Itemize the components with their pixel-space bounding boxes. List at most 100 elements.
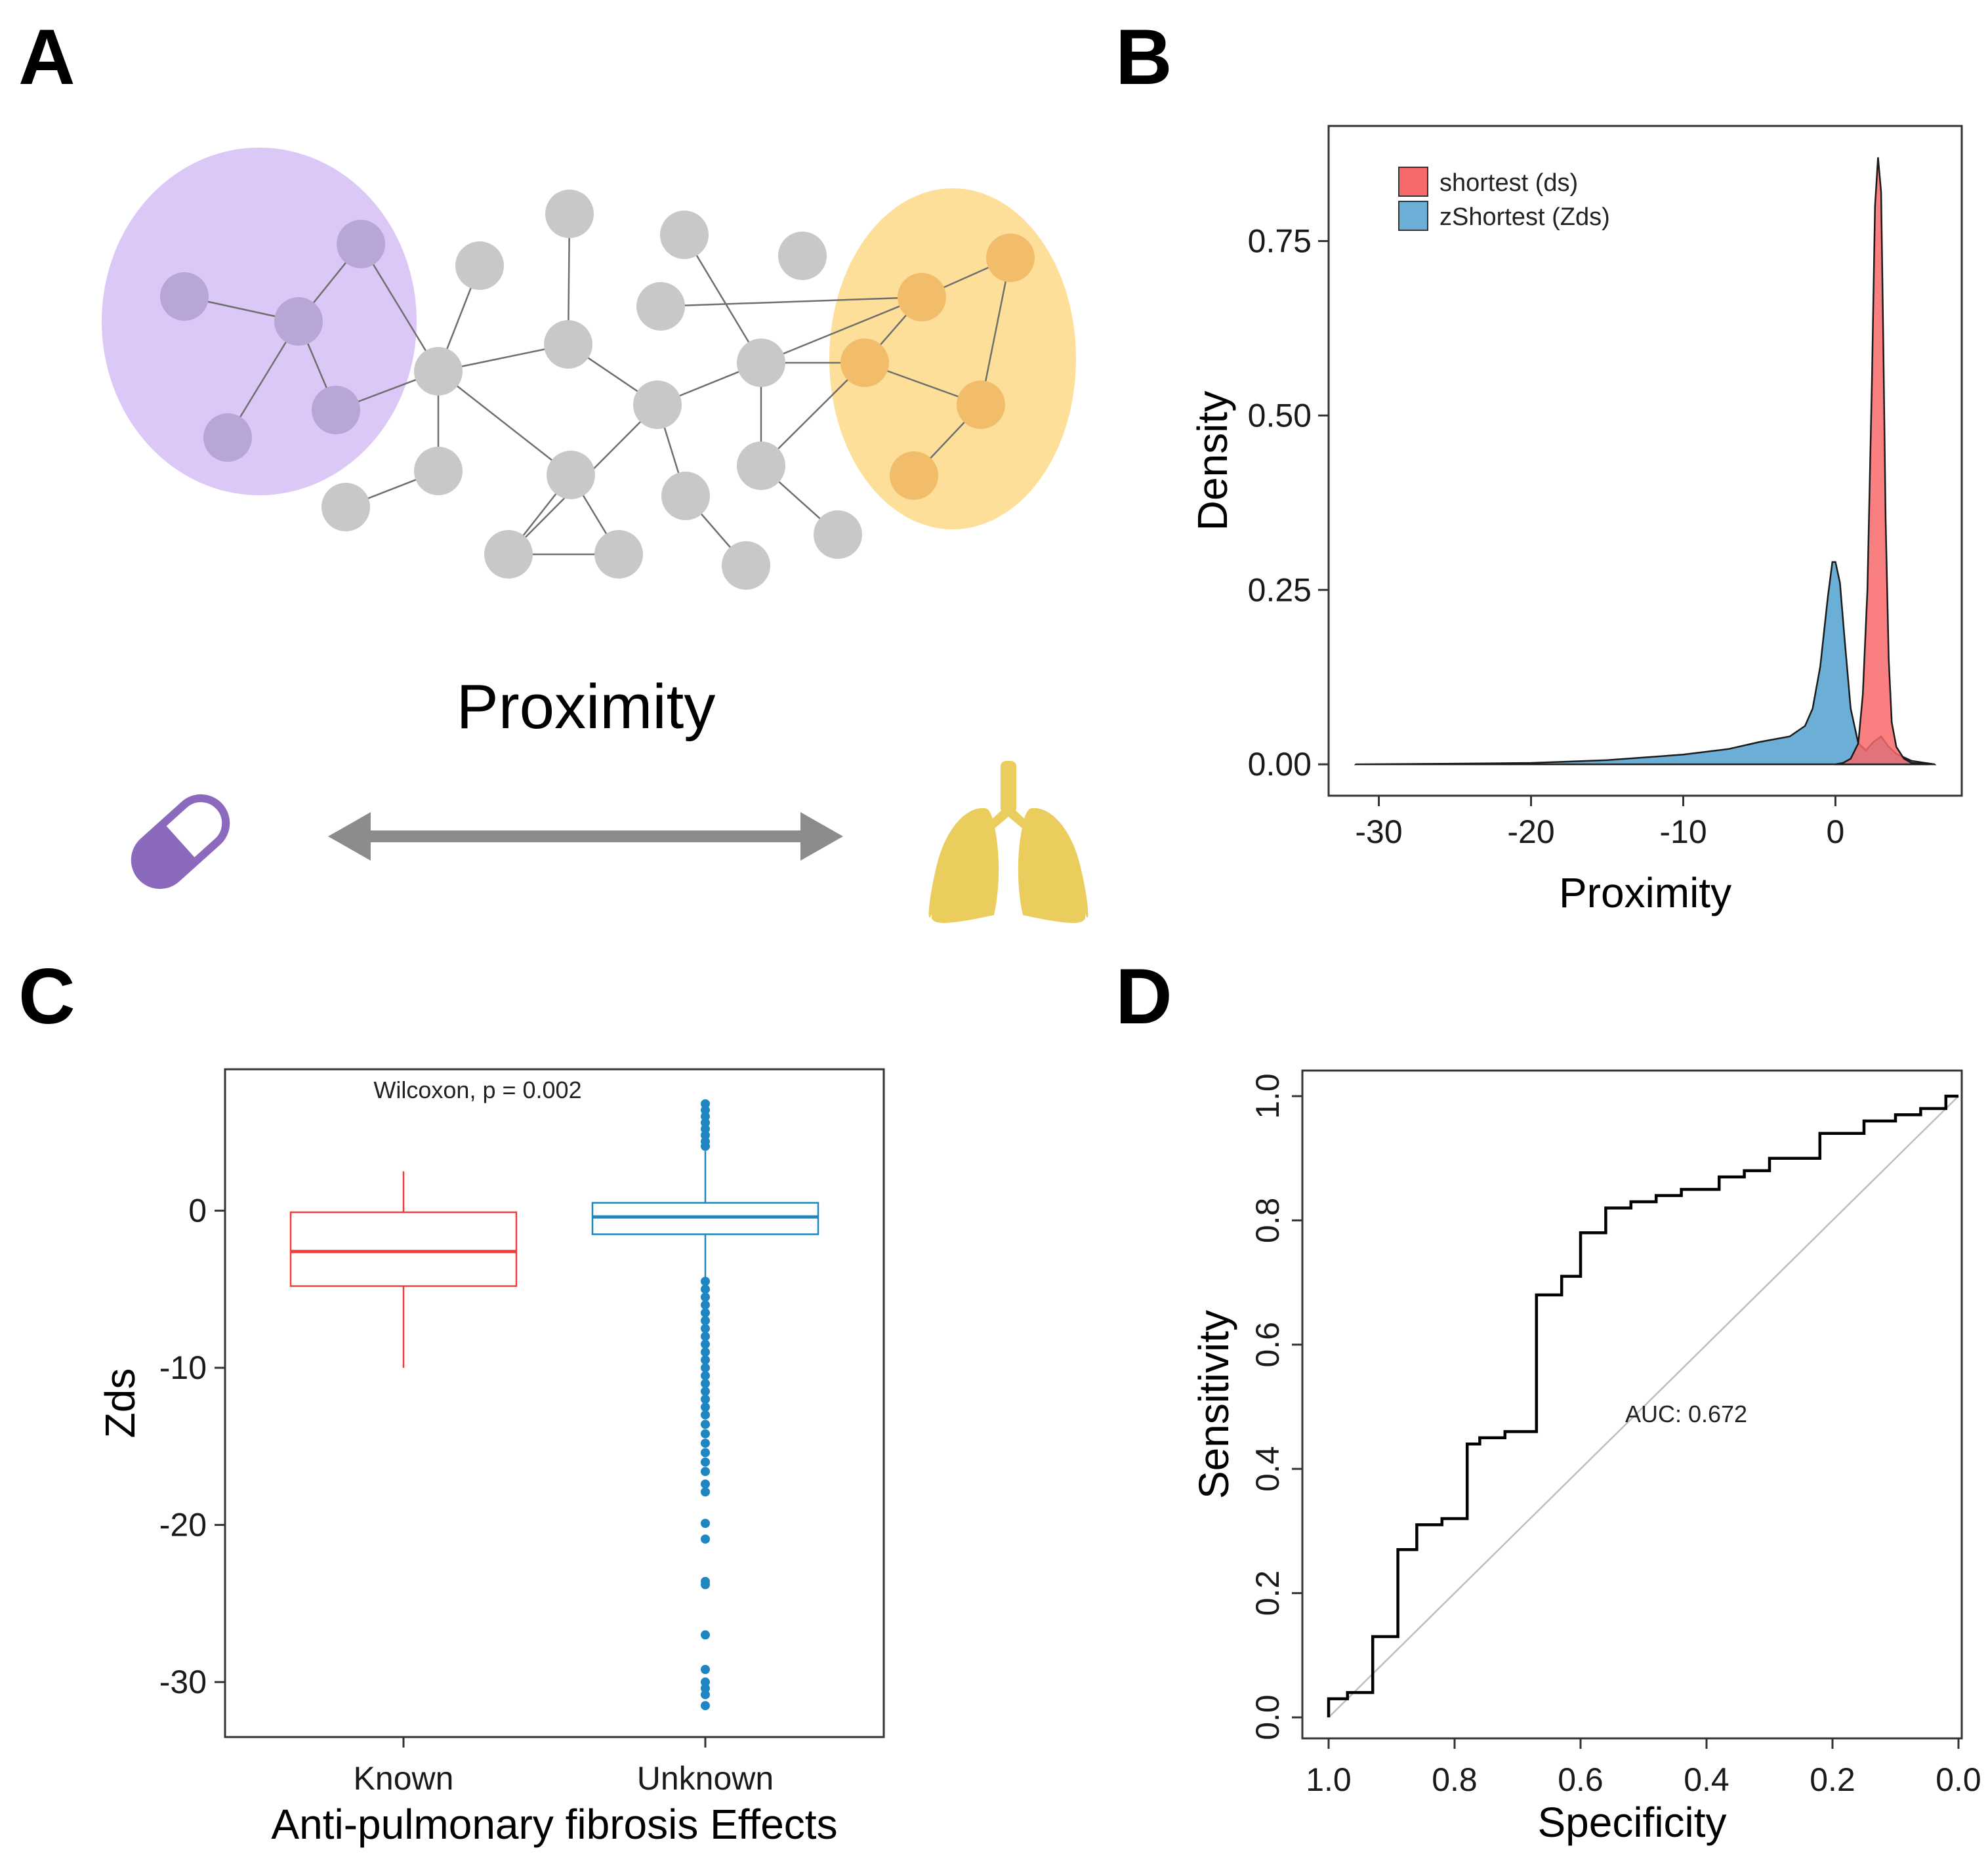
- panel-d: D 0.0 0.2 0.4 0.6 0.8 1.0 1.0 0.8 0.6 0.4 0.2 0.0 Sp…: [1115, 952, 1981, 1846]
- outlier-point: [701, 1630, 710, 1640]
- proximity-title: Proximity: [457, 672, 716, 742]
- outlier-point: [701, 1371, 710, 1381]
- outlier-point: [701, 1363, 710, 1373]
- network-edge: [438, 371, 571, 476]
- network-node: [737, 441, 785, 490]
- network-node: [636, 282, 685, 331]
- outlier-point: [701, 1141, 710, 1151]
- y-tick-label: 0.6: [1249, 1322, 1286, 1368]
- outlier-point: [701, 1701, 710, 1711]
- boxplot-chart: 0 -10 -20 -30 Known Unknown Anti-pulmonary fib…: [96, 1068, 885, 1848]
- outlier-point: [701, 1284, 710, 1294]
- panel-b-letter: B: [1115, 13, 1172, 101]
- panel-c: C 0 -10 -20 -30 Known Unknown Anti-pulmonary f…: [18, 952, 885, 1848]
- network-edge: [760, 362, 865, 466]
- outlier-point: [701, 1580, 710, 1589]
- x-tick-label: -20: [1507, 813, 1554, 850]
- roc-curve: [1327, 1094, 1958, 1717]
- outlier-point: [701, 1410, 710, 1420]
- network-node: [484, 530, 533, 579]
- x-tick-label: 0.8: [1432, 1761, 1478, 1798]
- outlier-point: [701, 1099, 710, 1109]
- outlier-point: [701, 1118, 710, 1128]
- y-tick-label: 0.25: [1248, 571, 1312, 608]
- y-axis-label: Zds: [96, 1368, 144, 1439]
- network-node: [203, 413, 252, 462]
- outlier-point: [701, 1677, 710, 1687]
- y-tick-label: 0: [188, 1193, 207, 1229]
- y-tick-label: -10: [159, 1349, 207, 1386]
- network-node: [594, 530, 643, 579]
- outlier-point: [701, 1292, 710, 1302]
- y-tick-label: 0.50: [1248, 397, 1312, 434]
- network-node: [737, 338, 785, 387]
- panel-c-letter: C: [18, 952, 75, 1040]
- network-node: [633, 380, 682, 429]
- x-tick-label: 0: [1827, 813, 1845, 850]
- x-tick-label: Unknown: [637, 1760, 774, 1797]
- x-tick-label: 0.2: [1810, 1761, 1855, 1798]
- outlier-point: [701, 1448, 710, 1458]
- x-tick-label: -30: [1355, 813, 1402, 850]
- network-node: [545, 190, 594, 238]
- network-node: [890, 451, 938, 500]
- network-node: [840, 338, 889, 387]
- outlier-point: [701, 1340, 710, 1349]
- outlier-point: [701, 1387, 710, 1397]
- plot-frame: [1301, 1069, 1963, 1740]
- network-node: [321, 483, 370, 531]
- y-tick-label: 0.00: [1248, 746, 1312, 783]
- network-node: [414, 347, 463, 396]
- outlier-point: [701, 1429, 710, 1439]
- outlier-point: [701, 1308, 710, 1318]
- y-tick-label: -20: [159, 1507, 207, 1544]
- outlier-point: [701, 1355, 710, 1365]
- outlier-point: [701, 1683, 710, 1693]
- lungs-icon: [928, 761, 1088, 923]
- network-node: [312, 386, 360, 434]
- x-axis-label: Proximity: [1559, 869, 1731, 916]
- outlier-point: [701, 1457, 710, 1467]
- network-node: [814, 510, 862, 559]
- network-node: [455, 241, 504, 290]
- box: [289, 1211, 518, 1287]
- network-edge: [360, 243, 440, 372]
- outlier-point: [701, 1277, 710, 1286]
- y-tick-label: -30: [159, 1664, 207, 1700]
- capsule-icon: [131, 794, 230, 890]
- density-area-shortest: [1833, 157, 1930, 766]
- network-node: [547, 451, 595, 499]
- y-tick-label: 0.0: [1249, 1694, 1286, 1740]
- network-node: [957, 380, 1005, 429]
- outlier-point: [701, 1467, 710, 1477]
- network-edge: [980, 257, 1012, 405]
- y-tick-label: 0.4: [1249, 1446, 1286, 1492]
- roc-chart: 0.0 0.2 0.4 0.6 0.8 1.0 1.0 0.8 0.6 0.4 0.2 0.0 Spec…: [1190, 1069, 1981, 1846]
- network-node: [544, 320, 592, 369]
- x-tick-label: 0.4: [1684, 1761, 1729, 1798]
- outlier-point: [701, 1420, 710, 1429]
- network-node: [778, 232, 827, 280]
- network-node: [337, 220, 385, 268]
- outlier-point: [701, 1479, 710, 1489]
- network-node: [986, 234, 1035, 282]
- density-area-zshortest: [1354, 561, 1937, 766]
- outlier-point: [701, 1124, 710, 1134]
- drug-module: [102, 148, 417, 495]
- auc-annotation: AUC: 0.672: [1625, 1401, 1747, 1427]
- y-axis-label: Density: [1189, 391, 1236, 531]
- network-edge: [660, 296, 922, 308]
- outlier-point: [701, 1347, 710, 1357]
- y-tick-label: 0.2: [1249, 1570, 1286, 1616]
- outlier-point: [701, 1111, 710, 1121]
- legend-label: shortest (ds): [1439, 169, 1578, 197]
- outlier-point: [701, 1519, 710, 1528]
- density-chart: 0.00 0.25 0.50 0.75 -30 -20 -10 0 Proximity Densi…: [1189, 125, 1963, 916]
- network-node: [898, 273, 946, 321]
- outlier-point: [701, 1439, 710, 1448]
- x-axis-label: Anti-pulmonary fibrosis Effects: [271, 1801, 837, 1848]
- network-node: [722, 541, 770, 590]
- outlier-point: [701, 1487, 710, 1497]
- y-tick-label: 0.75: [1248, 222, 1312, 259]
